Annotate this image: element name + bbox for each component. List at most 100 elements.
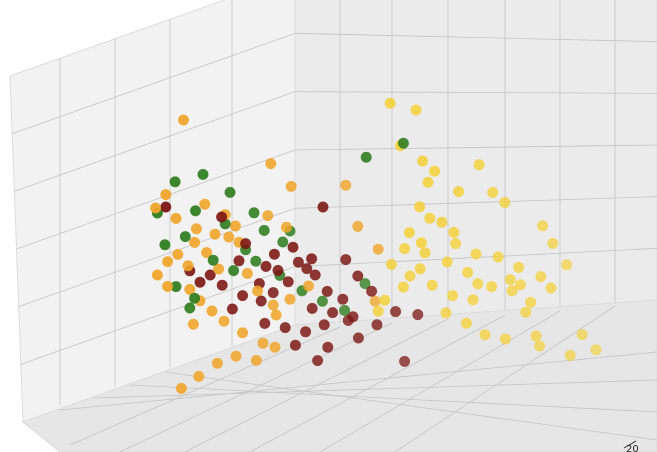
- scatter-point: [216, 279, 228, 291]
- scatter-point: [359, 278, 371, 290]
- scatter-point: [229, 220, 241, 232]
- scatter-point: [487, 186, 499, 198]
- scatter-point: [506, 285, 518, 297]
- scatter-point: [151, 269, 163, 281]
- scatter-point: [257, 337, 269, 349]
- scatter-point: [267, 287, 279, 299]
- scatter-point: [199, 198, 211, 210]
- grid-line-right-h: [294, 32, 657, 43]
- scatter-point: [564, 349, 576, 361]
- scatter-point: [303, 280, 315, 292]
- scatter-point: [347, 311, 359, 323]
- scatter-point: [309, 269, 321, 281]
- scatter-point: [204, 269, 216, 281]
- scatter-point: [440, 307, 452, 319]
- scatter-point: [417, 155, 429, 167]
- scatter-point: [250, 354, 262, 366]
- grid-line-floor: [94, 379, 657, 399]
- scatter-point: [213, 263, 225, 275]
- scatter-point: [525, 296, 537, 308]
- grid-line-floor: [119, 322, 393, 452]
- scatter-point: [422, 176, 434, 188]
- scatter-point: [462, 266, 474, 278]
- scatter-point: [160, 189, 172, 201]
- scatter-point: [561, 259, 573, 271]
- scatter-point: [270, 309, 282, 321]
- grid-line-left-h: [14, 91, 296, 192]
- scatter-point: [385, 258, 397, 270]
- scatter-point: [499, 333, 511, 345]
- scatter-point: [285, 180, 297, 192]
- scatter-point: [259, 317, 271, 329]
- scatter-point: [460, 317, 472, 329]
- scatter-point: [268, 248, 280, 260]
- scatter-point: [545, 282, 557, 294]
- scatter-point: [448, 226, 460, 238]
- scatter-point: [429, 165, 441, 177]
- scatter-point: [223, 231, 235, 243]
- scatter-point: [441, 256, 453, 268]
- scatter-point: [184, 283, 196, 295]
- grid-line-floor: [319, 310, 561, 452]
- scatter-point: [410, 104, 422, 116]
- scatter-point: [233, 255, 245, 267]
- grid-line-left-h: [12, 32, 296, 135]
- scatter-point: [237, 327, 249, 339]
- scatter-point: [211, 357, 223, 369]
- scatter-point: [178, 114, 190, 126]
- scatter-point: [530, 330, 542, 342]
- grid-line-floor: [164, 371, 657, 441]
- scatter-point: [300, 326, 312, 338]
- grid-line-floor: [394, 305, 616, 452]
- scatter-point: [292, 256, 304, 268]
- scatter-point: [159, 239, 171, 251]
- scatter-point: [160, 201, 172, 213]
- scatter-point: [340, 179, 352, 191]
- scatter-point: [226, 303, 238, 315]
- scatter-point: [189, 292, 201, 304]
- scatter-point: [312, 355, 324, 367]
- scatter-point: [184, 302, 196, 314]
- z-tick-label: 20: [626, 444, 639, 452]
- scatter-point: [472, 278, 484, 290]
- scatter-point: [206, 305, 218, 317]
- scatter-point: [306, 253, 318, 265]
- scatter-point: [499, 197, 511, 209]
- scatter-point: [172, 248, 184, 260]
- grid-line-floor: [249, 314, 506, 452]
- scatter-point: [317, 201, 329, 213]
- scatter-point: [316, 295, 328, 307]
- grid-line-floor: [59, 351, 657, 411]
- scatter-point: [547, 237, 559, 249]
- data-points: [150, 97, 602, 394]
- scatter-point: [224, 186, 236, 198]
- scatter-point: [576, 329, 588, 341]
- scatter-point: [470, 248, 482, 260]
- scatter-point: [182, 260, 194, 272]
- scatter-point: [265, 158, 277, 170]
- scatter-point: [269, 341, 281, 353]
- grid-line-left-h: [18, 207, 296, 308]
- scatter-point: [280, 221, 292, 233]
- scatter-point: [450, 238, 462, 250]
- scatter-point: [228, 265, 240, 277]
- scatter-point: [473, 159, 485, 171]
- scatter-point: [162, 256, 174, 268]
- scatter-point: [289, 339, 301, 351]
- grid-line-right-h: [294, 144, 657, 151]
- scatter-point: [447, 290, 459, 302]
- grid-line-left-h: [16, 149, 296, 250]
- scatter-point: [340, 254, 352, 266]
- scatter-point: [209, 228, 221, 240]
- scatter-point: [194, 276, 206, 288]
- scatter-point: [415, 237, 427, 249]
- scatter-point: [537, 220, 549, 232]
- scatter-point: [419, 247, 431, 259]
- scatter-point: [150, 202, 162, 214]
- scatter-point: [366, 285, 378, 297]
- axis-tick-mark: [623, 440, 637, 449]
- scatter-point: [399, 355, 411, 367]
- scatter-point: [179, 231, 191, 243]
- scatter-point: [284, 293, 296, 305]
